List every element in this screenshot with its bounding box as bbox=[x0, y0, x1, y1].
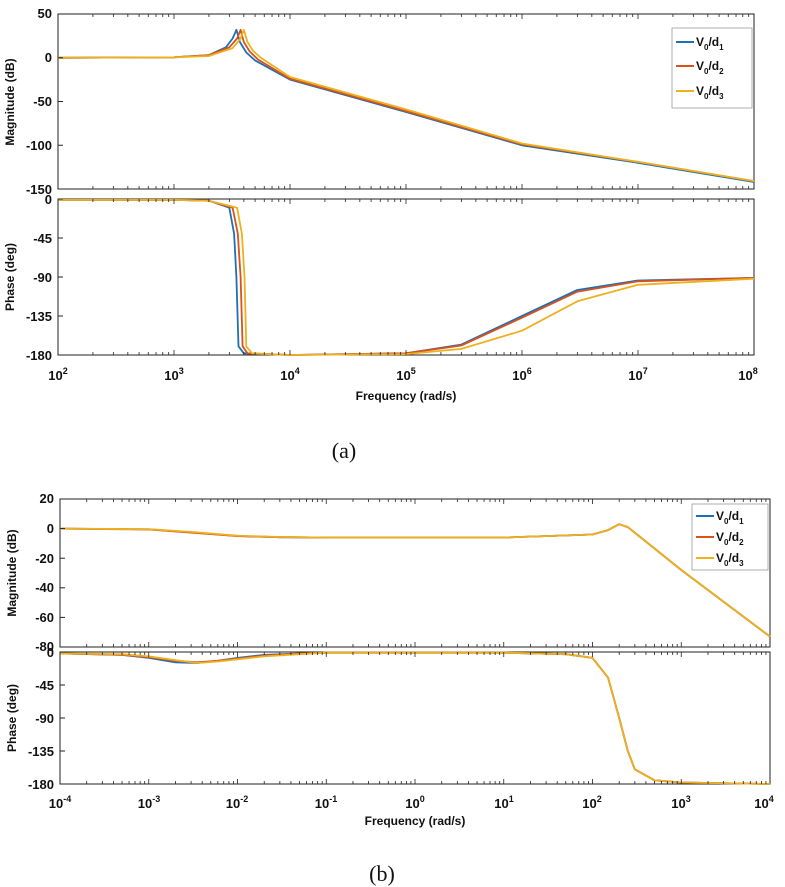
chart-a-xtick-label: 104 bbox=[280, 366, 299, 383]
chart-b-legend: V0/d1 V0/d2 V0/d3 bbox=[691, 503, 769, 571]
chart-a-xlabel: Frequency (rad/s) bbox=[356, 389, 457, 403]
chart-a-magnitude-series-2 bbox=[57, 28, 755, 182]
chart-b-phase-ytick-label: -135 bbox=[28, 744, 54, 759]
chart-b-xtick-label: 100 bbox=[405, 794, 424, 811]
chart-a-phase-series-3 bbox=[58, 198, 755, 356]
chart-b-phase-ytick-label: -90 bbox=[35, 711, 54, 726]
chart-a-tick-marks bbox=[57, 13, 750, 356]
chart-a-xtick-label: 106 bbox=[512, 366, 531, 383]
chart-a-legend: V0/d1 V0/d2 V0/d3 bbox=[671, 27, 753, 109]
chart-a-xtick-labels: 102 103 104 105 106 107 108 bbox=[48, 366, 757, 383]
chart-b-xtick-label: 10-2 bbox=[226, 794, 248, 811]
chart-b-mag-ytick-label: -80 bbox=[35, 639, 54, 654]
chart-b-tick-marks bbox=[59, 498, 767, 785]
chart-a-phase-ylabel: Phase (deg) bbox=[3, 243, 17, 311]
chart-b-xtick-label: 10-4 bbox=[49, 794, 71, 811]
chart-b-mag-ytick-label: -60 bbox=[35, 610, 54, 625]
chart-a-mag-ytick-label: 0 bbox=[45, 50, 52, 65]
chart-a: 50 0 -50 -100 -150 0 -45 -90 -135 -180 1… bbox=[3, 6, 758, 463]
chart-a-magnitude-frame bbox=[57, 13, 755, 190]
chart-a-xtick-label: 102 bbox=[48, 366, 67, 383]
chart-b-legend-entry-2: V0/d2 bbox=[716, 530, 744, 547]
chart-b-xtick-labels: 10-4 10-3 10-2 10-1 100 101 102 103 104 bbox=[49, 794, 774, 811]
chart-b-magnitude-ylabel: Magnitude (dB) bbox=[5, 529, 19, 616]
chart-a-phase-ytick-label: -90 bbox=[33, 270, 52, 285]
chart-a-phase-ytick-label: 0 bbox=[45, 192, 52, 207]
chart-a-legend-entry-3: V0/d3 bbox=[696, 84, 724, 101]
chart-b-magnitude-series-3 bbox=[59, 523, 771, 638]
caption-a: (a) bbox=[332, 438, 356, 463]
chart-b-magnitude-frame bbox=[59, 498, 771, 648]
chart-b-phase-frame bbox=[59, 651, 771, 785]
chart-b-phase-ytick-label: -45 bbox=[35, 678, 54, 693]
chart-b: 20 0 -20 -40 -60 -80 0 -45 -90 -135 -180… bbox=[5, 491, 774, 886]
chart-a-magnitude-ylabel: Magnitude (dB) bbox=[3, 58, 17, 145]
chart-a-xtick-label: 103 bbox=[164, 366, 183, 383]
chart-a-magnitude-curves bbox=[57, 28, 755, 183]
chart-a-xtick-label: 108 bbox=[738, 366, 757, 383]
chart-b-legend-entry-3: V0/d3 bbox=[716, 551, 744, 568]
chart-b-magnitude-curves bbox=[59, 523, 771, 638]
chart-b-xtick-label: 10-3 bbox=[138, 794, 160, 811]
chart-a-mag-ytick-label: -50 bbox=[33, 94, 52, 109]
chart-b-legend-entry-1: V0/d1 bbox=[716, 509, 744, 526]
chart-a-legend-entry-1: V0/d1 bbox=[696, 35, 724, 52]
chart-b-mag-ytick-label: -20 bbox=[35, 551, 54, 566]
chart-a-phase-frame bbox=[57, 198, 755, 356]
chart-a-phase-ytick-label: -45 bbox=[33, 231, 52, 246]
chart-b-xtick-label: 10-1 bbox=[315, 794, 337, 811]
chart-a-mag-ytick-label: 50 bbox=[38, 6, 52, 21]
chart-b-xtick-label: 102 bbox=[582, 794, 601, 811]
chart-a-phase-ytick-label: -135 bbox=[26, 309, 52, 324]
chart-b-xtick-label: 104 bbox=[754, 794, 773, 811]
chart-a-mag-ytick-label: -150 bbox=[26, 182, 52, 197]
chart-b-mag-ytick-label: 0 bbox=[47, 521, 54, 536]
chart-b-xtick-label: 103 bbox=[671, 794, 690, 811]
chart-b-xtick-label: 101 bbox=[494, 794, 513, 811]
chart-b-mag-ytick-label: 20 bbox=[40, 491, 54, 506]
chart-b-phase-ytick-label: -180 bbox=[28, 777, 54, 792]
chart-a-xtick-label: 107 bbox=[628, 366, 647, 383]
chart-a-xtick-label: 105 bbox=[396, 366, 415, 383]
chart-b-xlabel: Frequency (rad/s) bbox=[365, 814, 466, 828]
caption-b: (b) bbox=[369, 861, 395, 886]
chart-b-phase-ytick-label: 0 bbox=[47, 645, 54, 660]
chart-b-mag-ytick-label: -40 bbox=[35, 580, 54, 595]
chart-a-mag-ytick-label: -100 bbox=[26, 138, 52, 153]
chart-a-legend-entry-2: V0/d2 bbox=[696, 59, 724, 76]
chart-a-magnitude-series-3 bbox=[57, 28, 755, 182]
chart-b-phase-ylabel: Phase (deg) bbox=[5, 684, 19, 752]
chart-a-phase-ytick-label: -180 bbox=[26, 348, 52, 363]
